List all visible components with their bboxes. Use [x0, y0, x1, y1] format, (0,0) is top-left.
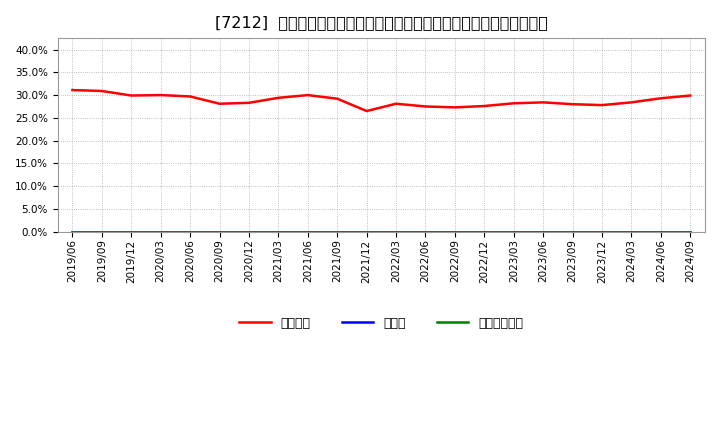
- のれん: [274, 229, 283, 235]
- のれん: [156, 229, 165, 235]
- 繰延税金資産: [510, 229, 518, 235]
- のれん: [186, 229, 194, 235]
- のれん: [333, 229, 341, 235]
- Legend: 自己資本, のれん, 繰延税金資産: 自己資本, のれん, 繰延税金資産: [235, 312, 528, 335]
- 自己資本: [304, 92, 312, 98]
- 自己資本: [68, 88, 77, 93]
- 繰延税金資産: [68, 229, 77, 235]
- のれん: [392, 229, 400, 235]
- のれん: [480, 229, 489, 235]
- 繰延税金資産: [480, 229, 489, 235]
- 繰延税金資産: [568, 229, 577, 235]
- Line: 自己資本: 自己資本: [73, 90, 690, 111]
- 自己資本: [362, 108, 371, 114]
- のれん: [68, 229, 77, 235]
- 繰延税金資産: [657, 229, 665, 235]
- 自己資本: [421, 104, 430, 109]
- のれん: [245, 229, 253, 235]
- のれん: [421, 229, 430, 235]
- 自己資本: [392, 101, 400, 106]
- 自己資本: [451, 105, 459, 110]
- 自己資本: [539, 100, 547, 105]
- のれん: [451, 229, 459, 235]
- 繰延税金資産: [392, 229, 400, 235]
- 自己資本: [510, 101, 518, 106]
- 自己資本: [215, 101, 224, 106]
- 自己資本: [156, 92, 165, 98]
- のれん: [568, 229, 577, 235]
- のれん: [657, 229, 665, 235]
- のれん: [97, 229, 106, 235]
- 自己資本: [186, 94, 194, 99]
- のれん: [539, 229, 547, 235]
- 自己資本: [333, 96, 341, 101]
- のれん: [215, 229, 224, 235]
- 繰延税金資産: [186, 229, 194, 235]
- 繰延税金資産: [215, 229, 224, 235]
- 繰延税金資産: [97, 229, 106, 235]
- 自己資本: [480, 103, 489, 109]
- 繰延税金資産: [686, 229, 695, 235]
- のれん: [598, 229, 606, 235]
- 繰延税金資産: [156, 229, 165, 235]
- のれん: [686, 229, 695, 235]
- 自己資本: [245, 100, 253, 106]
- のれん: [510, 229, 518, 235]
- 繰延税金資産: [274, 229, 283, 235]
- 自己資本: [686, 93, 695, 98]
- 自己資本: [627, 100, 636, 105]
- 繰延税金資産: [127, 229, 135, 235]
- 自己資本: [598, 103, 606, 108]
- 繰延税金資産: [627, 229, 636, 235]
- 自己資本: [97, 88, 106, 94]
- 繰延税金資産: [304, 229, 312, 235]
- 自己資本: [127, 93, 135, 98]
- のれん: [627, 229, 636, 235]
- のれん: [304, 229, 312, 235]
- のれん: [127, 229, 135, 235]
- 繰延税金資産: [598, 229, 606, 235]
- 繰延税金資産: [421, 229, 430, 235]
- 繰延税金資産: [451, 229, 459, 235]
- 繰延税金資産: [539, 229, 547, 235]
- 自己資本: [568, 102, 577, 107]
- 自己資本: [657, 95, 665, 101]
- 繰延税金資産: [245, 229, 253, 235]
- 繰延税金資産: [333, 229, 341, 235]
- 自己資本: [274, 95, 283, 100]
- 繰延税金資産: [362, 229, 371, 235]
- のれん: [362, 229, 371, 235]
- Title: [7212]  自己資本、のれん、繰延税金資産の総資産に対する比率の推移: [7212] 自己資本、のれん、繰延税金資産の総資産に対する比率の推移: [215, 15, 548, 30]
